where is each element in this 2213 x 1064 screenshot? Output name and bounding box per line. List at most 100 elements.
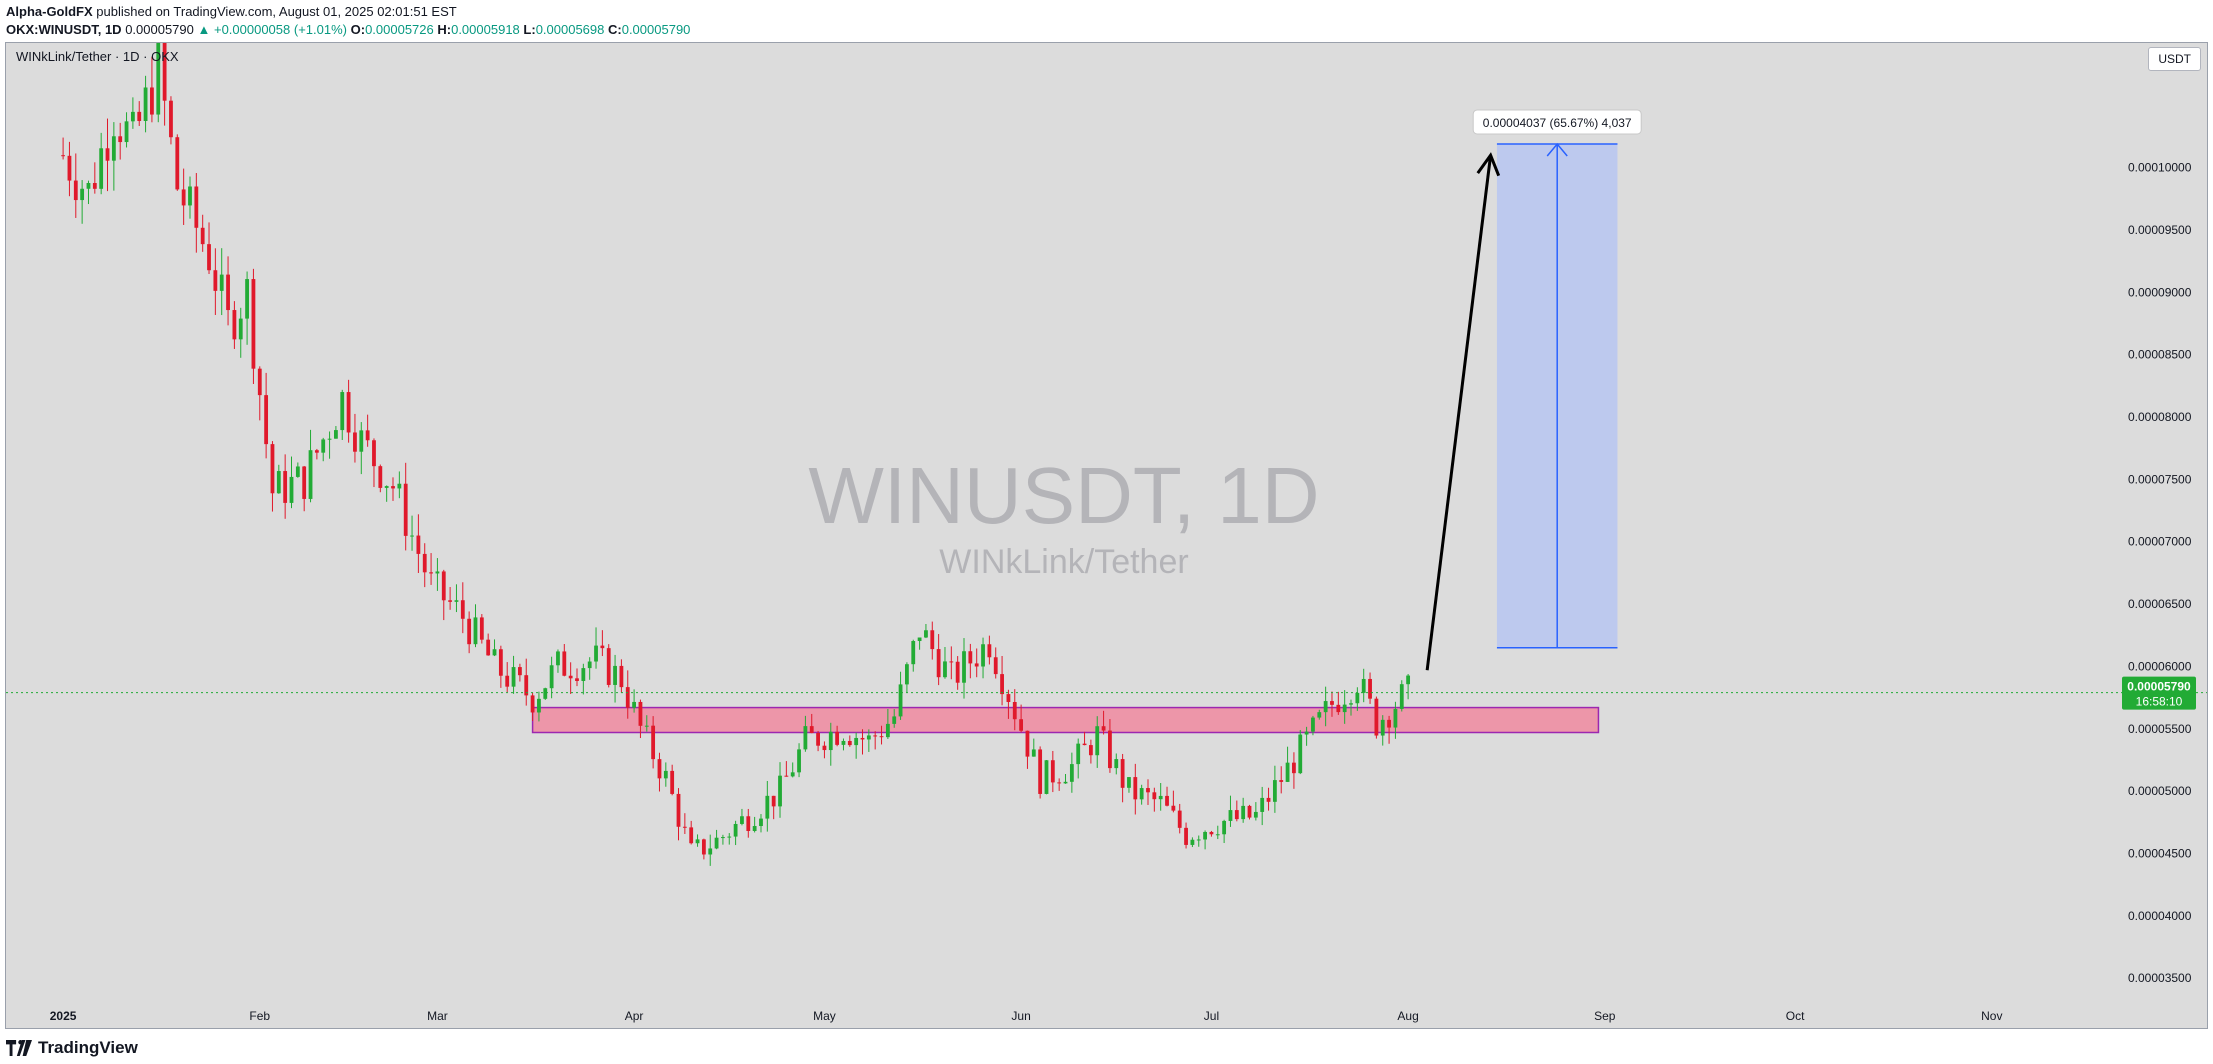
candle-body xyxy=(1190,839,1195,845)
candle xyxy=(124,112,129,148)
candle xyxy=(778,762,782,818)
candle-body xyxy=(1038,749,1043,794)
candle xyxy=(797,743,801,778)
y-tick-label: 0.00009500 xyxy=(2128,223,2192,237)
candle xyxy=(670,764,675,796)
candle xyxy=(1374,696,1379,739)
candle-body xyxy=(924,630,928,638)
candle-body xyxy=(663,770,668,779)
candle xyxy=(1101,710,1106,735)
candle xyxy=(1298,730,1303,775)
candle-body xyxy=(1222,820,1227,835)
candle-body xyxy=(606,648,611,685)
candle xyxy=(765,780,770,832)
candle-body xyxy=(1342,704,1347,713)
candle-body xyxy=(219,274,224,291)
candle-body xyxy=(1399,684,1404,709)
candle xyxy=(334,426,338,439)
target-label: 0.00004037 (65.67%) 4,037 xyxy=(1483,116,1632,130)
candle-body xyxy=(917,637,922,642)
candle xyxy=(213,248,218,315)
candle-body xyxy=(118,136,123,143)
candle xyxy=(841,738,846,751)
candle-body xyxy=(473,617,478,645)
candle xyxy=(1139,784,1144,805)
candle xyxy=(219,248,224,316)
candle-body xyxy=(1171,805,1176,811)
candle-body xyxy=(841,740,846,745)
candle-body xyxy=(543,688,548,699)
candle xyxy=(1063,773,1068,784)
candle xyxy=(632,689,636,713)
candle-body xyxy=(92,183,97,189)
candle-body xyxy=(289,476,294,503)
candle xyxy=(803,715,808,752)
candle-body xyxy=(1349,703,1353,705)
candle xyxy=(1323,686,1328,727)
candle-body xyxy=(137,111,142,122)
candle xyxy=(981,637,985,679)
quote-currency-button[interactable]: USDT xyxy=(2148,47,2201,71)
candle xyxy=(264,372,269,459)
chart-area[interactable]: WINUSDT, 1D WINkLink/Tether 0.00004037 (… xyxy=(5,42,2208,1029)
candle xyxy=(1133,763,1138,815)
candle xyxy=(321,437,326,462)
candle xyxy=(905,662,909,693)
candle xyxy=(1203,830,1207,850)
candle xyxy=(391,477,395,501)
candle xyxy=(1349,699,1353,716)
candle-body xyxy=(276,471,281,494)
candle xyxy=(105,118,110,192)
projection-arrow xyxy=(1425,155,1493,671)
candle xyxy=(1228,795,1233,827)
candle-body xyxy=(188,186,192,206)
candle xyxy=(606,644,611,688)
candle-body xyxy=(828,731,833,751)
candle-body xyxy=(441,571,446,601)
candle xyxy=(245,271,249,345)
candle xyxy=(1171,790,1176,813)
candle xyxy=(175,134,180,191)
candle xyxy=(714,829,719,850)
target-arrowhead-icon xyxy=(1546,142,1568,157)
candle-body xyxy=(778,775,782,807)
candle-body xyxy=(594,645,598,662)
candle xyxy=(993,647,998,679)
candle-body xyxy=(270,444,275,494)
candle xyxy=(1241,797,1246,823)
candle xyxy=(384,485,389,502)
candle-body xyxy=(321,439,326,453)
tradingview-logo-icon xyxy=(6,1040,32,1056)
candle-body xyxy=(124,121,129,143)
candle-body xyxy=(568,675,573,679)
candle-body xyxy=(194,186,199,228)
candle xyxy=(150,56,154,123)
candle-body xyxy=(981,644,985,667)
candle xyxy=(1209,830,1214,837)
candle-body xyxy=(1127,777,1131,788)
candle-body xyxy=(327,438,332,440)
candle-body xyxy=(429,572,433,574)
candle xyxy=(1146,779,1150,805)
candle xyxy=(118,122,123,160)
candle-body xyxy=(308,450,313,499)
candle xyxy=(860,729,865,755)
published-text: published on TradingView.com, August 01,… xyxy=(96,4,457,19)
candle-body xyxy=(638,701,643,726)
candle-body xyxy=(467,618,472,645)
candle xyxy=(302,465,307,512)
price-chart[interactable]: WINUSDT, 1D WINkLink/Tether 0.00004037 (… xyxy=(6,43,2207,1028)
close-label: C: xyxy=(608,22,622,37)
candle xyxy=(1317,709,1322,720)
last-price-tag-value: 0.00005790 xyxy=(2127,680,2191,694)
candle-body xyxy=(67,155,72,181)
candle-body xyxy=(657,759,662,779)
candle xyxy=(130,97,135,129)
footer-brand[interactable]: TradingView xyxy=(6,1036,138,1060)
author-name[interactable]: Alpha-GoldFX xyxy=(6,4,93,19)
candle-body xyxy=(835,731,840,745)
candle xyxy=(207,222,211,274)
candle-body xyxy=(1057,782,1062,784)
candle xyxy=(885,708,890,739)
candle-body xyxy=(968,651,973,664)
